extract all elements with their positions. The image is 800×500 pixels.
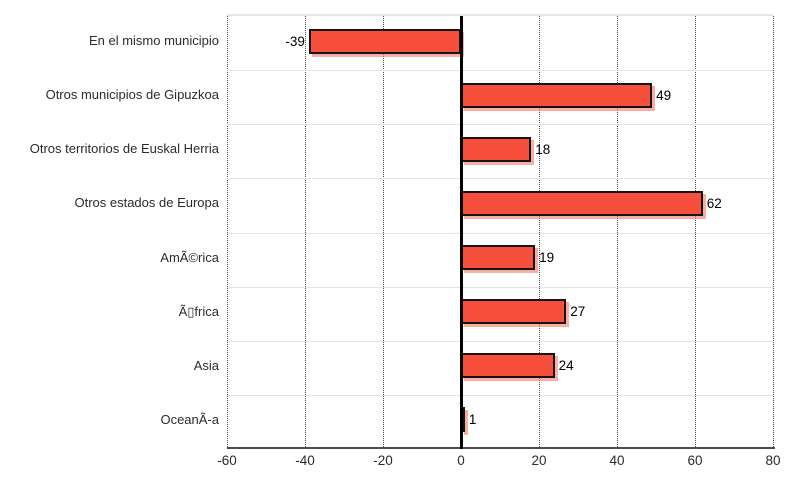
x-tick-label: 0	[457, 453, 465, 468]
category-label: Ã▯frica	[178, 303, 219, 319]
bar-value-label: 27	[570, 304, 586, 320]
category-label: OceanÃ-a	[160, 411, 219, 427]
zero-line	[460, 16, 463, 449]
bar-3	[461, 136, 532, 162]
bar-value-label: 18	[535, 141, 551, 157]
x-tick-label: 40	[609, 453, 625, 468]
bar-value-label: 1	[468, 412, 477, 428]
row-separator	[227, 178, 773, 180]
gridline-x-80	[773, 16, 774, 449]
bar-value-label: 49	[656, 87, 672, 103]
row-separator	[227, 394, 773, 396]
category-label: Asia	[193, 357, 219, 373]
x-tick-label: -20	[373, 453, 393, 468]
x-tick-label: 20	[531, 453, 547, 468]
bar-2	[461, 82, 653, 108]
bar-4	[461, 190, 703, 216]
x-tick-label: -40	[295, 453, 315, 468]
bar-5	[461, 245, 536, 271]
bar-6	[461, 299, 567, 325]
row-separator	[227, 70, 773, 72]
bar-7	[461, 353, 555, 379]
row-separator	[227, 232, 773, 234]
x-tick-label: -60	[217, 453, 237, 468]
row-separator	[227, 124, 773, 126]
bar-1	[308, 28, 461, 54]
category-label: AmÃ©rica	[160, 249, 219, 265]
plot-area	[227, 14, 774, 449]
category-label: En el mismo municipio	[88, 33, 219, 49]
row-separator	[227, 286, 773, 288]
category-label: Otros estados de Europa	[74, 195, 219, 211]
bar-value-label: 19	[539, 250, 555, 266]
row-separator	[227, 340, 773, 342]
category-label: Otros territorios de Euskal Herria	[29, 141, 219, 157]
x-tick-label: 80	[765, 453, 781, 468]
bar-value-label: 24	[558, 358, 574, 374]
x-axis-line	[227, 447, 775, 449]
bar-value-label: 62	[706, 195, 722, 211]
category-label: Otros municipios de Gipuzkoa	[45, 87, 219, 103]
bar-value-label: -39	[285, 33, 305, 49]
x-tick-label: 60	[687, 453, 703, 468]
